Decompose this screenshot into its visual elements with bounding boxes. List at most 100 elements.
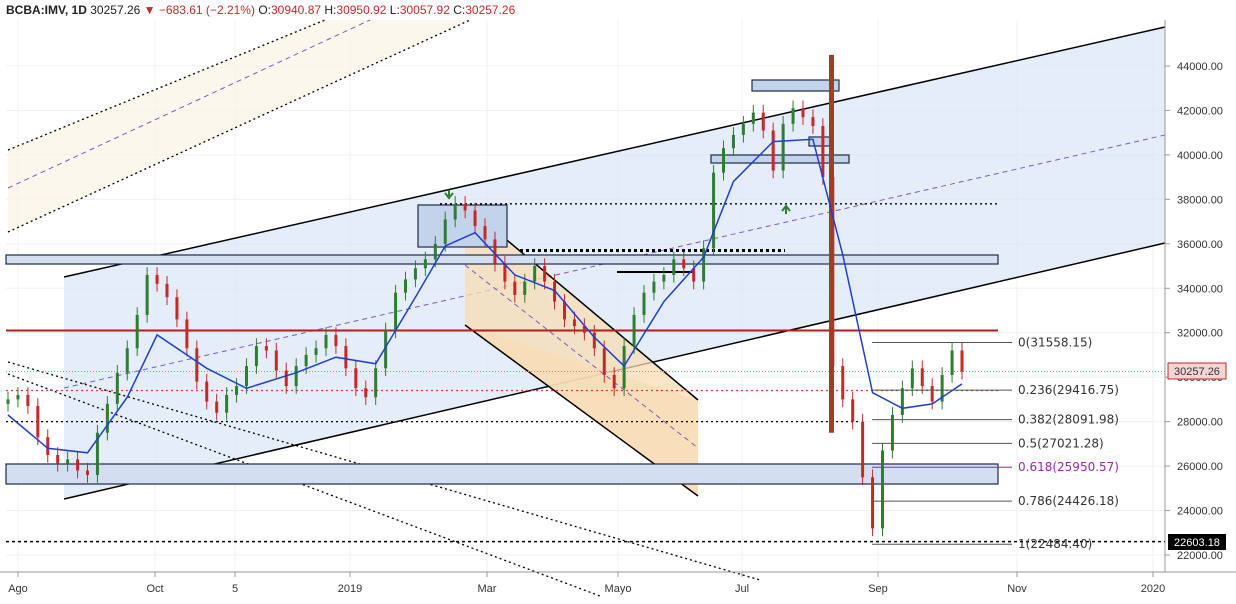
close-label: C: [453,3,466,17]
change-arrow: ▼ [143,3,156,17]
price-axis[interactable]: 44000.00 42000.00 40000.00 38000.00 36000.00… [1164,20,1236,572]
candle-body [304,354,308,367]
candle-body [483,226,487,240]
candle-body [811,117,815,127]
candle-body [821,126,825,178]
candle-body [930,386,934,402]
candle-body [712,172,716,249]
upper-channel-mid-line [7,19,371,189]
fib-level-label: 0.382(28091.98) [1018,413,1119,427]
time-tick-label: 5 [232,583,238,595]
fib-level-label: 0.5(27021.28) [1018,436,1104,450]
candle-body [443,219,447,244]
time-axis[interactable]: Ago Oct 5 2019 Mar Mayo Jul Sep Nov 2020 [0,571,1236,595]
candle-body [364,388,368,398]
candle-body [851,399,855,422]
candle-body [195,348,199,382]
time-tick-label: Mar [478,583,497,595]
candle-body [423,259,427,269]
candle-body [404,279,407,293]
candles [6,54,964,537]
candle-body [751,112,755,124]
candle-body [682,259,686,269]
last-price-badge: 30257.26 [1167,362,1227,380]
candle-body [86,470,89,475]
candle-body [881,450,884,529]
candle-body [314,348,318,355]
mid-box-zone [710,154,850,164]
candle-body [890,414,894,451]
time-tick-label: Jul [735,583,749,595]
candle-body [940,374,944,402]
time-tick-label: Sep [868,583,888,595]
candle-body [225,394,229,413]
candle-body [76,459,80,471]
chart-header: BCBA:IMV, 1D 30257.26 ▼ −683.61 (−2.21%)… [6,3,515,17]
candle-body [543,266,547,282]
candle-body [453,203,457,220]
markers [444,190,791,214]
fib-level-label: 0(31558.15) [1018,336,1092,350]
high-label: H: [324,3,337,17]
candle-body [533,266,537,282]
candle-body [612,374,616,389]
candle-body [592,332,596,349]
candle-body [66,459,70,464]
candle-body [125,348,129,373]
candle-body [215,401,219,413]
price-tick-label: 40000.00 [1177,150,1223,162]
candle-body [175,297,179,320]
candle-body [245,366,248,387]
candle-body [384,330,388,369]
time-tick-label: Oct [146,583,163,595]
small-box-zone [808,136,832,147]
candle-body [56,454,60,464]
candle-body [632,314,636,347]
low-label: L: [389,3,400,17]
candle-body [374,368,378,398]
symbol-label: BCBA:IMV, 1D [6,3,87,17]
upper-channel-top-line [7,19,326,151]
candle-body [950,350,954,375]
fibonacci-levels: 0(31558.15) 0.236(29416.75) 0.382(28091.98… [872,336,1119,551]
level-badge: 22603.18 [1168,534,1226,550]
time-tick-label: 2019 [338,583,362,595]
last-price-badge-box [1167,362,1227,380]
candle-body [861,421,865,478]
price-tick-label: 28000.00 [1177,417,1223,429]
high-value: 30950.92 [336,3,387,17]
candle-body [274,350,278,371]
candle-body [900,388,904,415]
candle-body [473,210,477,227]
crash-candle-body [829,54,834,433]
ascending-channel-top-line [63,26,1166,278]
price-tick-label: 38000.00 [1177,194,1223,206]
fib-level-label: 0.236(29416.75) [1018,383,1119,397]
candle-body [235,386,239,395]
price-tick-label: 44000.00 [1177,61,1223,73]
candle-body [95,432,99,475]
candle-body [801,108,805,118]
price-tick-label: 42000.00 [1177,105,1223,117]
candle-body [26,394,30,407]
candle-body [334,334,338,347]
candle-body [652,281,656,293]
candle-body [563,301,566,320]
candle-body [324,334,328,349]
time-tick-label: Ago [8,583,28,595]
price-tick-label: 36000.00 [1177,239,1223,251]
candle-body [582,326,586,333]
resistance-zone [5,254,999,265]
candle-body [493,239,497,264]
open-value: 30940.87 [270,3,322,17]
candle-body [781,123,785,171]
level-badge-text: 22603.18 [1174,537,1220,549]
candle-body [254,346,258,367]
top-box-zone [417,204,508,248]
candle-body [642,292,646,315]
support-zone [5,463,999,485]
candle-body [672,259,676,275]
arrow-down-icon [444,190,454,200]
candle-body [145,274,149,315]
